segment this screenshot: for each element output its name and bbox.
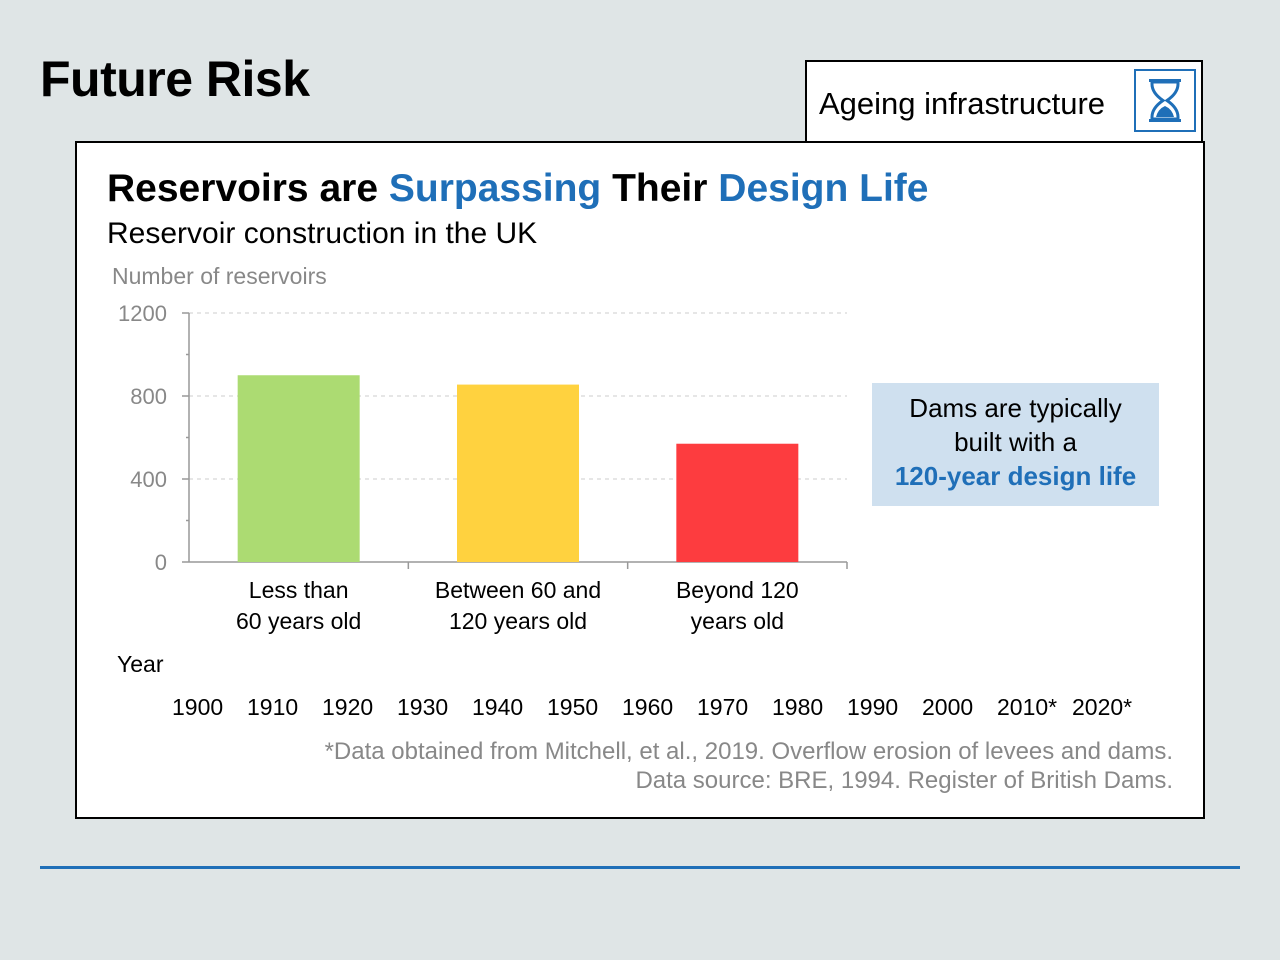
year-tick-11: 2010*: [997, 694, 1058, 720]
year-tick-9: 1990: [847, 694, 899, 720]
footer-rule: [40, 866, 1240, 869]
category-label-0-1: 60 years old: [236, 608, 361, 634]
y-tick-label-0: 0: [155, 550, 167, 575]
headline-part-3: Their: [601, 167, 719, 210]
year-tick-6: 1960: [622, 694, 674, 720]
bar-0: [237, 375, 360, 562]
year-label: Year: [117, 651, 164, 677]
headline-accent-surpassing: Surpassing: [388, 167, 602, 210]
bar-1: [457, 384, 579, 562]
panel-headline: Reservoirs are Surpassing Their Design L…: [107, 167, 928, 211]
callout-highlight: 120-year design life: [894, 461, 1137, 491]
year-tick-0: 1900: [172, 694, 224, 720]
design-life-callout: Dams are typically built with a 120-year…: [872, 383, 1159, 506]
y-tick-label-1200: 1200: [118, 301, 167, 326]
year-tick-10: 2000: [922, 694, 974, 720]
y-axis-title: Number of reservoirs: [112, 263, 327, 289]
source-line-2: Data source: BRE, 1994. Register of Brit…: [635, 767, 1173, 794]
callout-line-2: built with a: [954, 427, 1077, 457]
year-tick-8: 1980: [772, 694, 824, 720]
chart-panel: Reservoirs are Surpassing Their Design L…: [75, 141, 1205, 819]
hourglass-icon: [1134, 69, 1196, 132]
category-label-2-1: years old: [691, 608, 784, 634]
chart-subtitle: Reservoir construction in the UK: [107, 217, 538, 250]
y-tick-label-800: 800: [130, 384, 167, 409]
year-tick-5: 1950: [547, 694, 599, 720]
source-line-1: *Data obtained from Mitchell, et al., 20…: [324, 738, 1173, 765]
year-tick-1: 1910: [247, 694, 299, 720]
y-tick-label-400: 400: [130, 467, 167, 492]
bar-chart: Number of reservoirs 0 400 800 1200 Less than…: [112, 263, 848, 634]
headline-accent-design-life: Design Life: [718, 167, 929, 210]
topic-tag: Ageing infrastructure: [805, 60, 1203, 142]
category-label-1-0: Between 60 and: [435, 577, 601, 603]
category-label-2-0: Beyond 120: [676, 577, 799, 603]
year-tick-12: 2020*: [1072, 694, 1133, 720]
source-note: *Data obtained from Mitchell, et al., 20…: [325, 737, 1173, 795]
callout-line-1: Dams are typically: [909, 393, 1122, 423]
year-tick-2: 1920: [322, 694, 374, 720]
topic-tag-label: Ageing infrastructure: [819, 86, 1106, 121]
category-label-1-1: 120 years old: [449, 608, 587, 634]
year-tick-3: 1930: [397, 694, 449, 720]
year-tick-7: 1970: [697, 694, 749, 720]
headline-part-1: Reservoirs are: [107, 167, 389, 210]
bar-2: [676, 443, 799, 562]
year-timeline: 1900 1910 1920 1930 1940 1950 1960 1970 1980 1990…: [172, 694, 1147, 721]
year-tick-4: 1940: [472, 694, 524, 720]
page-title: Future Risk: [40, 51, 310, 107]
category-label-0-0: Less than: [249, 577, 349, 603]
